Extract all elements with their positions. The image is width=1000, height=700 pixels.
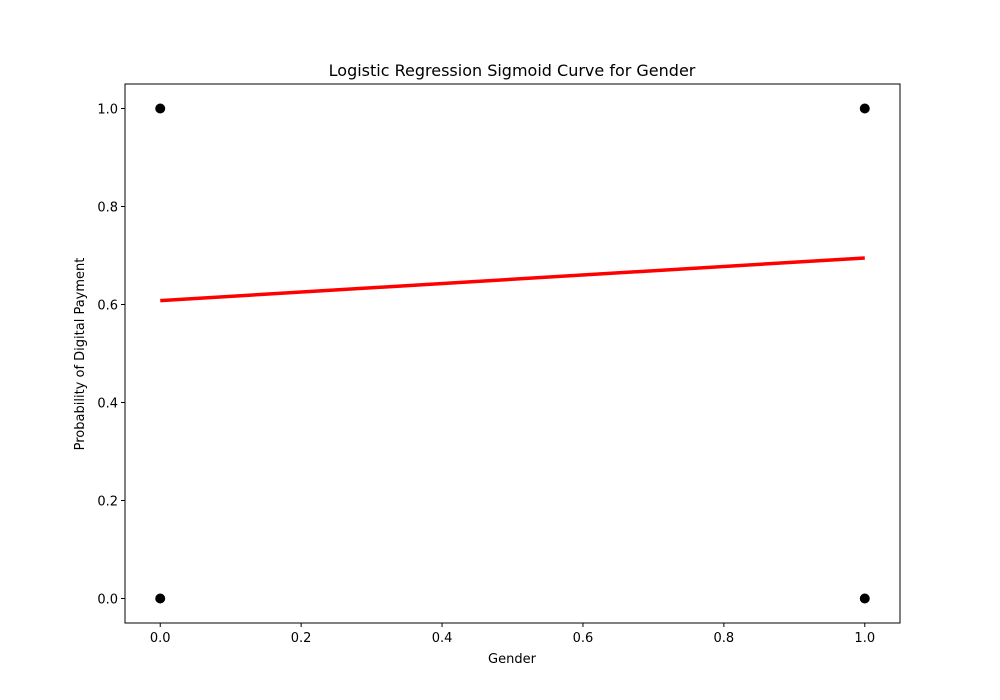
chart-title: Logistic Regression Sigmoid Curve for Ge… bbox=[329, 61, 696, 80]
ticks-layer: 0.0 0.2 0.4 0.6 0.8 1.0 0.0 0.2 0.4 0.6 0.8 1.0 bbox=[97, 103, 875, 647]
y-tick-label: 1.0 bbox=[97, 103, 118, 118]
plot-background bbox=[125, 84, 900, 623]
data-point bbox=[859, 103, 870, 114]
sigmoid-curve-line bbox=[160, 256, 865, 303]
y-tick-label: 0.6 bbox=[97, 299, 118, 314]
data-point bbox=[859, 593, 870, 604]
x-tick-label: 0.4 bbox=[432, 631, 453, 646]
y-axis-title: Probability of Digital Payment bbox=[73, 258, 88, 451]
x-tick-label: 0.0 bbox=[150, 631, 171, 646]
y-tick-label: 0.0 bbox=[97, 593, 118, 608]
x-tick-label: 0.8 bbox=[714, 631, 735, 646]
marks-layer bbox=[155, 103, 870, 604]
plot-frame bbox=[124, 83, 901, 624]
x-tick-label: 0.2 bbox=[291, 631, 312, 646]
x-tick-label: 1.0 bbox=[854, 631, 875, 646]
data-point bbox=[155, 593, 166, 604]
x-tick-label: 0.6 bbox=[573, 631, 594, 646]
y-tick-label: 0.4 bbox=[97, 397, 118, 412]
data-point bbox=[155, 103, 166, 114]
y-tick-label: 0.2 bbox=[97, 495, 118, 510]
x-axis-title: Gender bbox=[488, 652, 537, 667]
y-tick-label: 0.8 bbox=[97, 201, 118, 216]
